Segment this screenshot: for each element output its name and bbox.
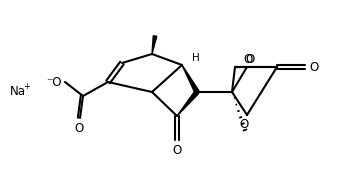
Text: +: + bbox=[23, 82, 30, 91]
Text: O: O bbox=[75, 122, 84, 134]
Polygon shape bbox=[152, 36, 157, 54]
Polygon shape bbox=[182, 65, 199, 93]
Text: ⁻O: ⁻O bbox=[46, 75, 62, 89]
Text: O: O bbox=[172, 143, 182, 156]
Polygon shape bbox=[177, 91, 199, 116]
Text: H: H bbox=[192, 53, 200, 63]
Text: Na: Na bbox=[10, 84, 26, 98]
Text: O: O bbox=[245, 53, 254, 66]
Text: O: O bbox=[309, 60, 318, 73]
Text: O: O bbox=[239, 118, 248, 130]
Text: O: O bbox=[243, 53, 252, 66]
